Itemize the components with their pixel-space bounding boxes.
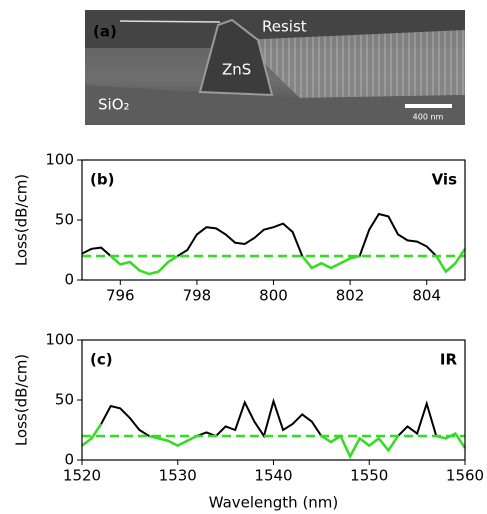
low-loss-line	[301, 254, 360, 270]
y-axis-label: Loss(dB/cm)	[13, 354, 31, 446]
y-tick-label: 50	[55, 391, 74, 409]
core-label: ZnS	[222, 61, 251, 79]
x-tick-label: 804	[412, 287, 441, 305]
loss-line	[81, 397, 466, 459]
loss-line	[81, 212, 466, 276]
panel-label: (b)	[90, 171, 114, 189]
low-loss-line	[148, 434, 198, 447]
x-tick-label: 1530	[159, 467, 197, 485]
x-tick-label: 802	[336, 287, 365, 305]
edge-highlight	[119, 20, 221, 23]
resist-label: Resist	[262, 18, 307, 36]
low-loss-line	[320, 434, 400, 460]
panel-label: (c)	[90, 351, 113, 369]
x-tick-label: 1560	[446, 467, 484, 485]
scale-label: 400 nm	[413, 113, 444, 122]
annotation: IR	[440, 351, 458, 369]
x-tick-label: 796	[106, 287, 135, 305]
panel-label: (a)	[93, 23, 117, 41]
plot-frame	[81, 159, 466, 281]
x-axis-label: Wavelength (nm)	[209, 494, 339, 512]
y-tick-label: 100	[45, 151, 74, 169]
y-axis-label: Loss(dB/cm)	[13, 174, 31, 266]
resist-layer	[240, 30, 465, 98]
y-tick-label: 0	[64, 451, 74, 469]
x-tick-label: 800	[259, 287, 288, 305]
x-tick-label: 798	[183, 287, 212, 305]
x-tick-label: 1540	[254, 467, 292, 485]
x-tick-label: 1520	[63, 467, 101, 485]
substrate	[85, 85, 465, 125]
low-loss-line	[81, 423, 103, 447]
y-tick-label: 100	[45, 331, 74, 349]
plot-frame	[81, 339, 466, 461]
annotation: Vis	[432, 171, 457, 189]
substrate-label: SiO₂	[98, 96, 130, 114]
y-tick-label: 0	[64, 271, 74, 289]
low-loss-line	[435, 248, 467, 274]
y-tick-label: 50	[55, 211, 74, 229]
ridge	[198, 18, 274, 97]
low-loss-line	[109, 254, 179, 276]
x-tick-label: 1550	[350, 467, 388, 485]
sem-image: (a) Resist ZnS SiO₂ 400 nm	[85, 10, 465, 125]
